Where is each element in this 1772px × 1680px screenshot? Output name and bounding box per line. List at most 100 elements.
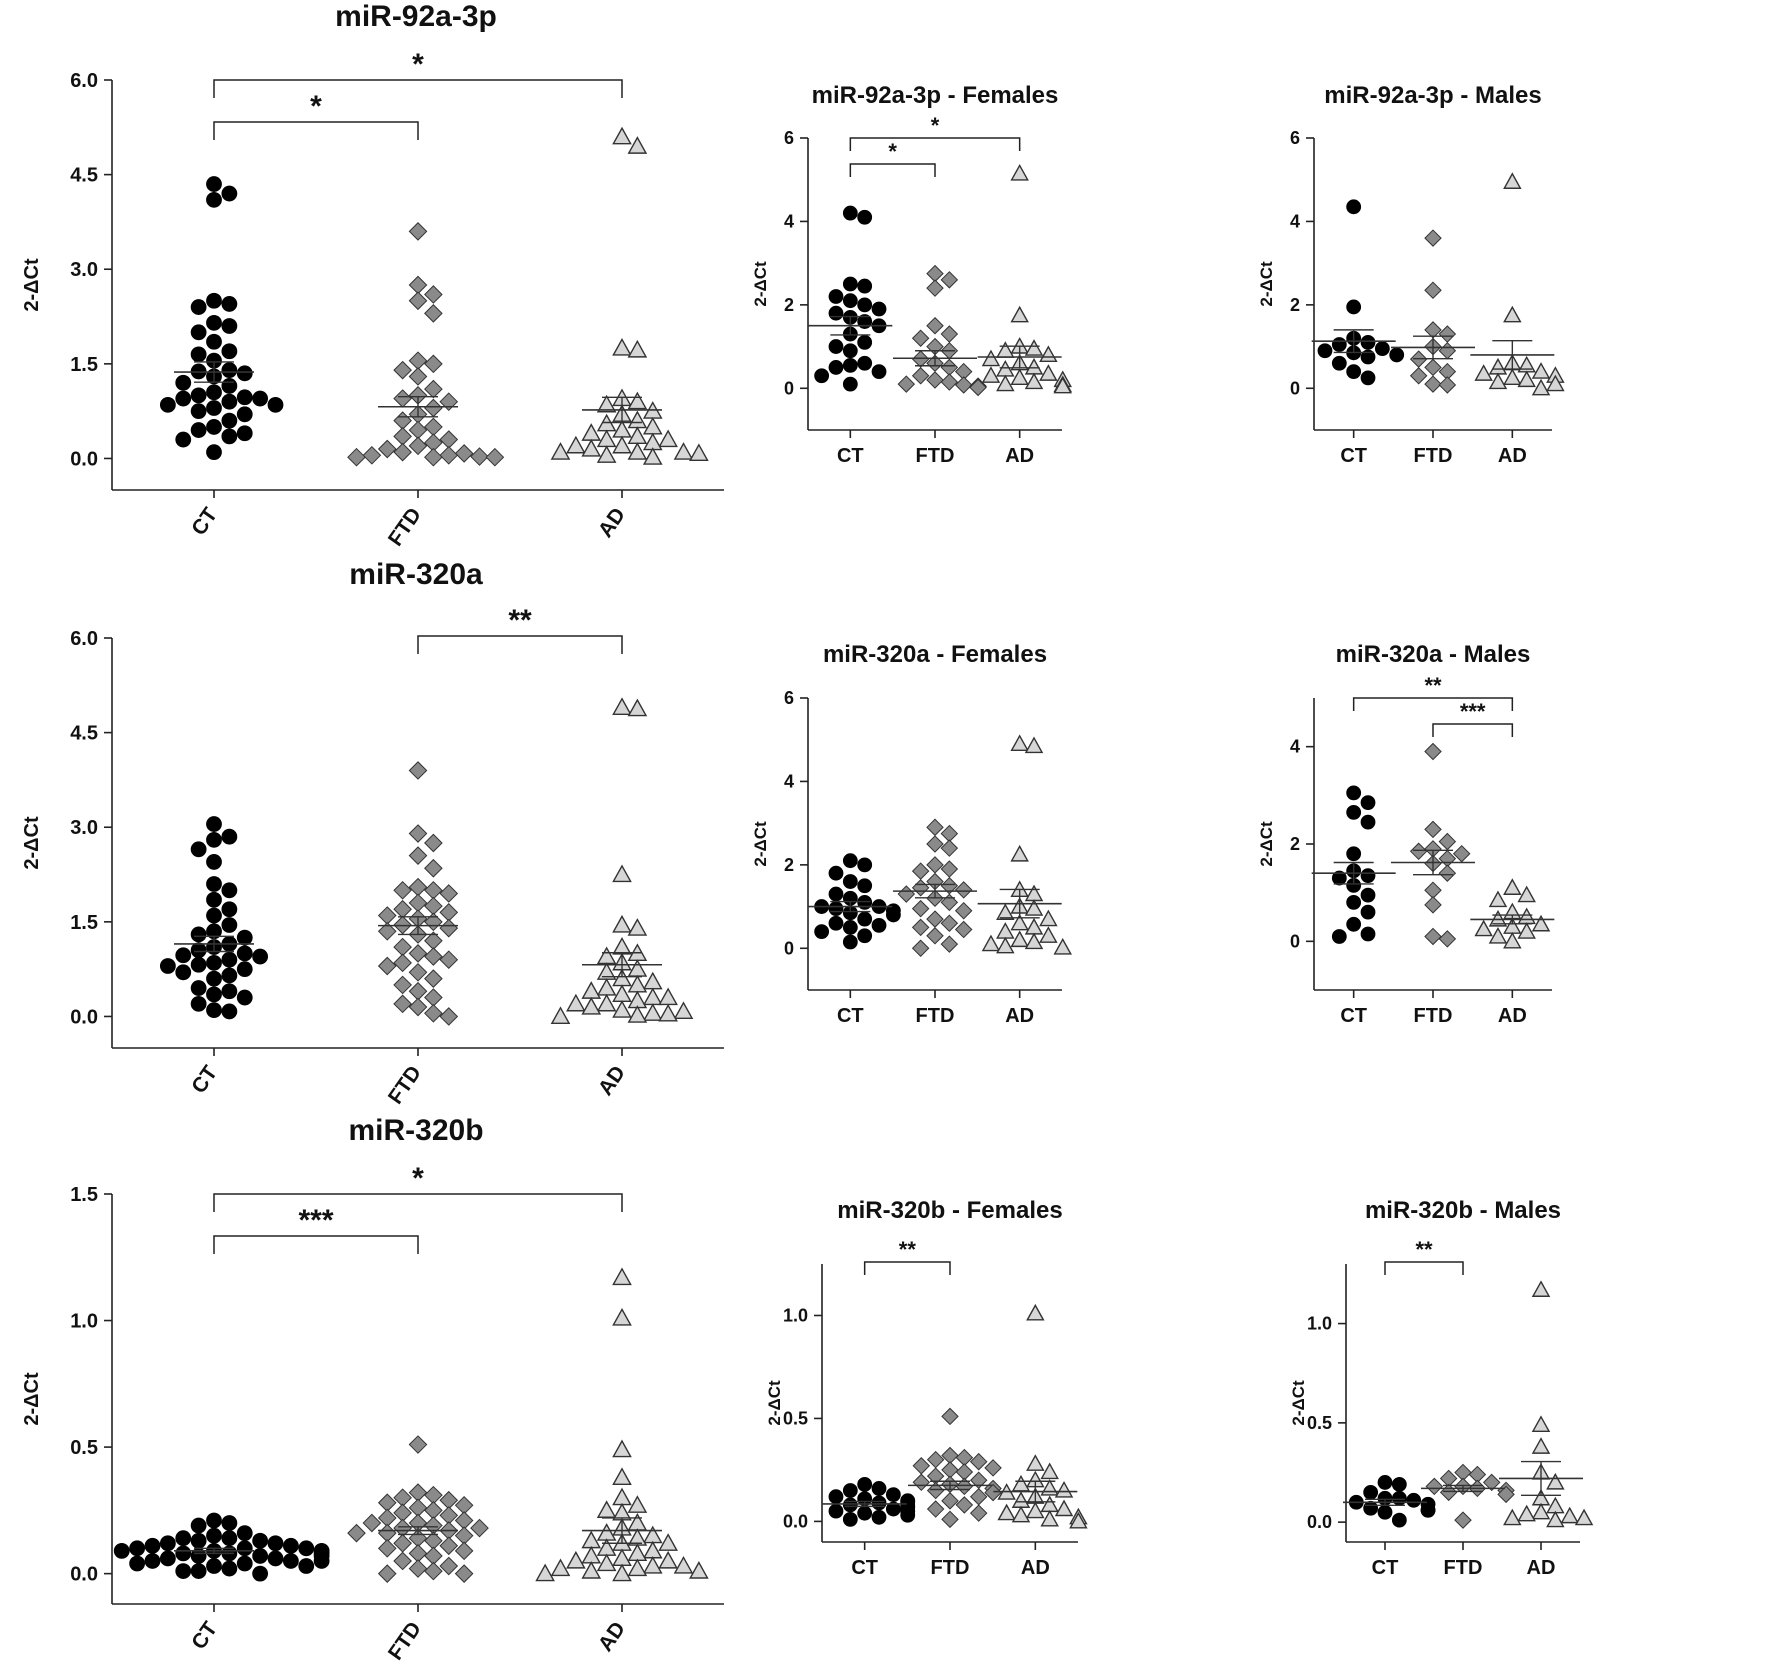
category-label-ftd: FTD — [384, 504, 426, 551]
data-point — [955, 1463, 974, 1481]
data-point — [828, 305, 844, 321]
bracket-line — [213, 1235, 419, 1254]
data-point — [424, 858, 443, 878]
data-point — [252, 1532, 269, 1549]
data-point — [596, 1523, 617, 1541]
data-point — [439, 884, 459, 903]
data-point — [439, 392, 459, 412]
chart-panel-mir320a-females: miR-320a - Females 0 2 4 6 2-ΔCt CT FTD AD — [751, 641, 1072, 1027]
data-point — [596, 394, 617, 413]
data-point — [828, 1503, 844, 1519]
data-point — [424, 379, 443, 399]
data-point — [424, 880, 443, 900]
series-ad — [993, 1303, 1088, 1529]
data-point — [1409, 367, 1428, 385]
data-point — [954, 376, 973, 394]
data-point — [842, 276, 858, 292]
data-point — [1346, 846, 1362, 862]
data-point — [159, 1535, 176, 1552]
significance-bracket: * — [849, 139, 936, 177]
data-point — [236, 1540, 253, 1557]
data-point — [221, 1003, 238, 1020]
data-point — [842, 376, 858, 392]
data-point — [1474, 364, 1493, 381]
series-ftd — [1391, 742, 1475, 948]
data-point — [1517, 922, 1536, 939]
data-point — [206, 970, 222, 987]
data-point — [1531, 914, 1551, 932]
data-point — [454, 444, 474, 463]
data-point — [842, 1483, 858, 1498]
data-point — [871, 364, 887, 380]
data-point — [1503, 878, 1522, 895]
data-point — [454, 1541, 474, 1561]
y-axis-label: 2-ΔCt — [21, 258, 43, 312]
data-point — [206, 314, 222, 331]
data-point — [221, 296, 238, 312]
significance-label: * — [412, 48, 424, 81]
data-point — [1438, 341, 1457, 360]
data-point — [236, 989, 253, 1006]
data-point — [612, 126, 632, 145]
data-point — [424, 1561, 443, 1581]
data-point — [857, 928, 873, 944]
data-point — [206, 1002, 222, 1019]
data-point — [1574, 1508, 1594, 1526]
series-ct — [1311, 785, 1396, 944]
data-point — [221, 828, 238, 845]
data-point — [842, 853, 858, 869]
data-point — [454, 1564, 474, 1583]
data-point — [828, 915, 844, 931]
data-point — [627, 339, 648, 358]
y-tick-label: 4 — [784, 211, 794, 231]
data-point — [981, 934, 1001, 952]
category-label-ftd: FTD — [384, 1062, 426, 1109]
data-point — [612, 1439, 632, 1458]
data-point — [221, 917, 238, 933]
data-point — [612, 1563, 632, 1582]
data-point — [1363, 1484, 1379, 1500]
data-point — [206, 176, 222, 192]
data-point — [842, 357, 858, 373]
data-point — [581, 1545, 602, 1564]
data-point — [1531, 1502, 1551, 1520]
data-point — [627, 1512, 648, 1531]
data-point — [424, 304, 443, 323]
data-point — [596, 993, 617, 1012]
data-point — [627, 1558, 648, 1577]
data-point — [221, 1560, 238, 1577]
significance-label: ** — [1424, 673, 1442, 698]
data-point — [642, 1525, 663, 1544]
data-point — [424, 896, 443, 916]
data-point — [1039, 909, 1058, 927]
data-point — [857, 1476, 873, 1492]
series-ftd — [1391, 229, 1475, 394]
data-point — [408, 1559, 428, 1578]
series-ad — [550, 126, 709, 465]
data-point — [1488, 909, 1508, 927]
data-point — [1360, 904, 1376, 920]
data-point — [941, 1492, 959, 1510]
series-ct — [1343, 1475, 1436, 1528]
chart-panel-mir92a-all: miR-92a-3p 0.0 1.5 3.0 4.5 6.0 2-ΔCt CT FTD AD * * — [21, 0, 724, 550]
data-point — [1503, 931, 1522, 949]
y-tick-label: 0.0 — [783, 1511, 808, 1531]
data-point — [1424, 229, 1442, 247]
data-point — [408, 367, 428, 386]
data-point — [996, 936, 1015, 954]
category-label-ftd: FTD — [1414, 445, 1453, 467]
data-point — [627, 959, 648, 977]
data-point — [627, 1495, 648, 1513]
data-point — [393, 937, 412, 957]
y-tick-label: 0.0 — [70, 1564, 98, 1586]
data-point — [535, 1563, 555, 1582]
data-point — [1024, 917, 1044, 935]
data-point — [408, 222, 428, 241]
series-ftd — [347, 222, 505, 467]
data-point — [252, 390, 269, 407]
data-point — [627, 442, 648, 460]
significance-bracket: * — [213, 48, 623, 98]
data-point — [159, 1550, 176, 1567]
category-label-ftd: FTD — [1414, 1005, 1453, 1027]
data-point — [926, 835, 944, 853]
